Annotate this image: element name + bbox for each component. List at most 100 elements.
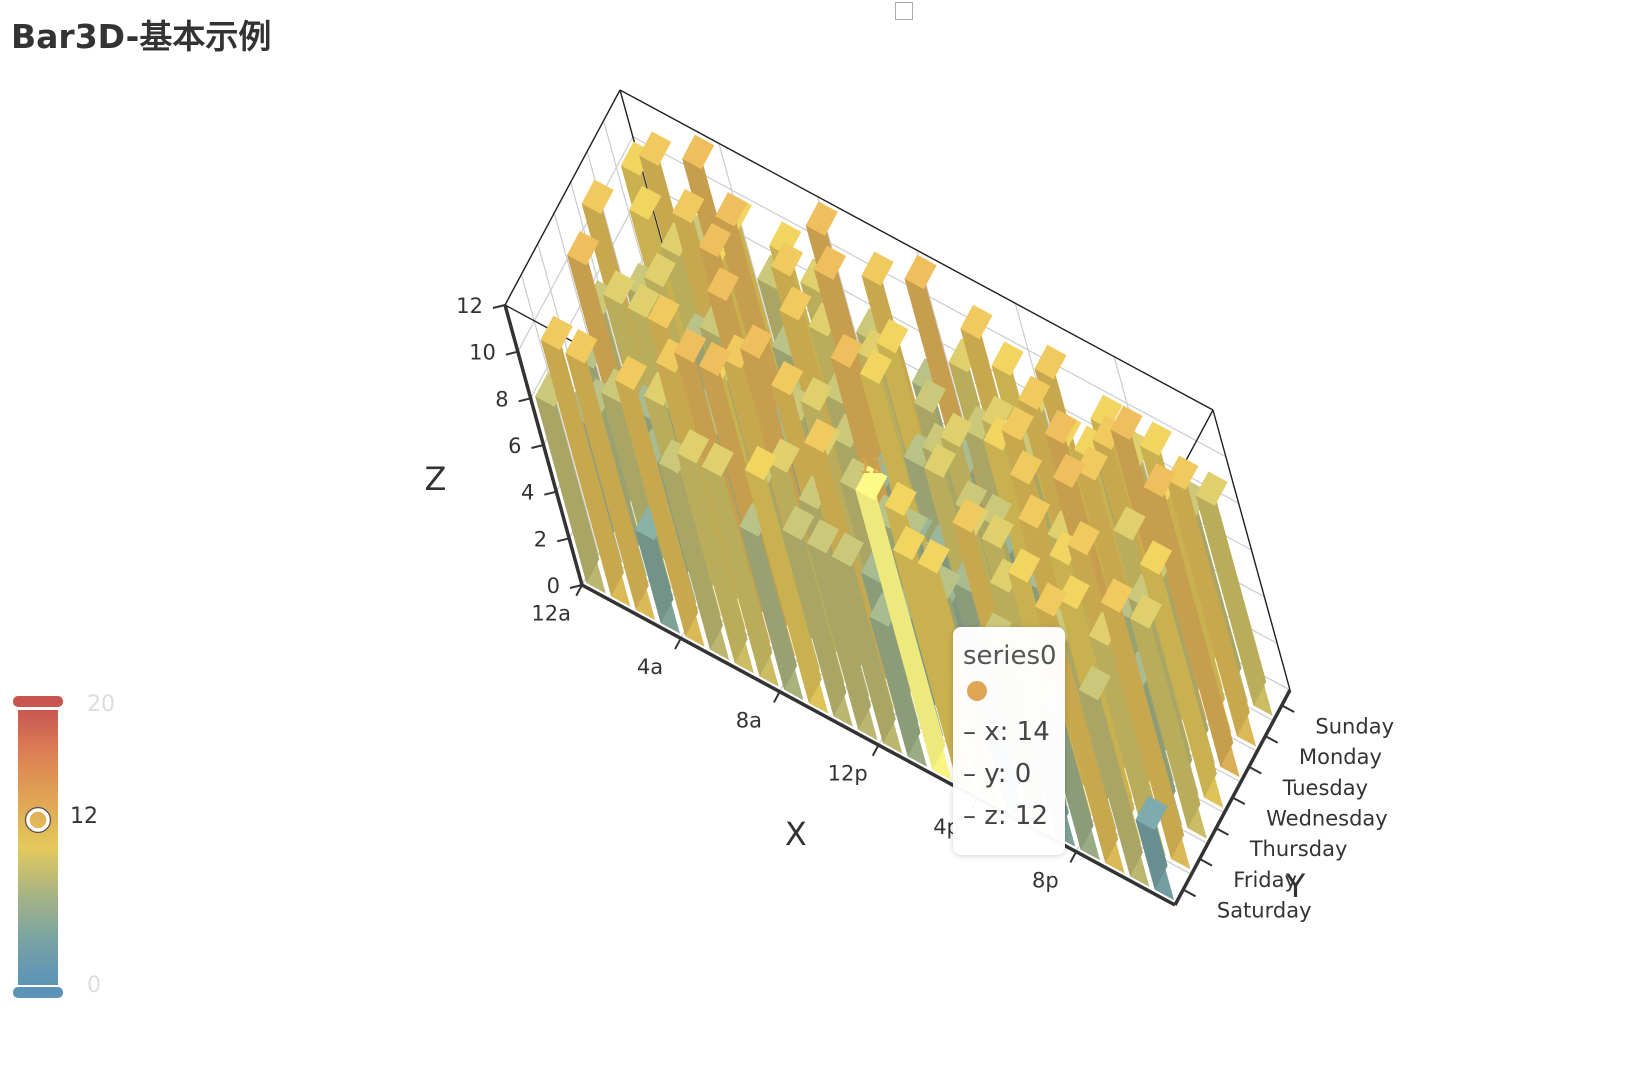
bar[interactable] bbox=[1100, 578, 1191, 870]
bar-face bbox=[565, 329, 649, 610]
bar-face bbox=[876, 318, 909, 354]
bar[interactable] bbox=[744, 445, 829, 714]
y-tick-label: Wednesday bbox=[1266, 807, 1388, 831]
y-tick-label: Sunday bbox=[1315, 714, 1394, 738]
bar-face bbox=[924, 443, 957, 478]
bar-face bbox=[981, 395, 1014, 430]
visual-map-max-label: 20 bbox=[87, 692, 115, 717]
bar-face bbox=[701, 442, 734, 477]
bar[interactable] bbox=[1195, 471, 1273, 716]
bar-face bbox=[779, 286, 812, 321]
bar-face bbox=[639, 131, 672, 166]
frame-edge bbox=[619, 89, 1214, 411]
z-tick bbox=[492, 304, 506, 309]
visual-map-indicator bbox=[26, 808, 50, 832]
x-tick bbox=[575, 584, 583, 597]
bar-face bbox=[1139, 421, 1172, 456]
bar-face bbox=[1057, 575, 1090, 610]
bar-face bbox=[715, 192, 748, 227]
visual-map[interactable] bbox=[13, 696, 63, 998]
bar-face bbox=[1100, 578, 1133, 613]
bar-face bbox=[940, 412, 973, 448]
z-axis-name: Z bbox=[425, 460, 447, 498]
tooltip-color-dot bbox=[967, 681, 987, 701]
grid-line bbox=[632, 136, 1227, 458]
bar[interactable] bbox=[614, 355, 705, 647]
tooltip: series0 – x: 14 – y: 0 – z: 12 bbox=[953, 627, 1065, 855]
bar-face bbox=[952, 498, 985, 533]
bar-face bbox=[744, 445, 822, 704]
bar-face bbox=[1010, 450, 1043, 485]
bar-face bbox=[861, 251, 894, 286]
bar-face bbox=[740, 324, 773, 359]
bar-face bbox=[1067, 521, 1100, 556]
bar-face bbox=[643, 252, 676, 288]
bar[interactable]: 12 bbox=[855, 454, 952, 781]
visual-map-top-handle[interactable] bbox=[13, 696, 63, 707]
bar-face bbox=[1018, 494, 1051, 529]
bar-face bbox=[771, 361, 804, 396]
bar-face bbox=[1044, 409, 1077, 444]
bar[interactable] bbox=[1078, 665, 1150, 887]
bar-face bbox=[981, 514, 1014, 549]
bar-face bbox=[960, 304, 993, 340]
bar[interactable] bbox=[782, 505, 853, 727]
bar-face bbox=[855, 465, 946, 770]
bar[interactable] bbox=[1166, 455, 1257, 747]
bar-face bbox=[1195, 471, 1267, 706]
bar[interactable] bbox=[1143, 462, 1240, 778]
y-tick bbox=[1199, 858, 1213, 867]
z-tick-label: 2 bbox=[534, 527, 547, 551]
z-tick bbox=[531, 444, 544, 449]
bar-face bbox=[614, 355, 647, 391]
bar-face bbox=[701, 442, 773, 677]
bar-face bbox=[1001, 406, 1034, 441]
bar-face bbox=[1129, 594, 1201, 829]
bar[interactable] bbox=[1135, 795, 1175, 901]
y-tick-label: Tuesday bbox=[1282, 776, 1368, 800]
bar-face bbox=[1135, 795, 1168, 831]
bar-face bbox=[698, 341, 731, 377]
bar-face bbox=[535, 372, 600, 584]
bar-face bbox=[771, 242, 804, 277]
z-tick bbox=[544, 490, 557, 496]
bar[interactable] bbox=[701, 442, 779, 687]
bar-face bbox=[1129, 594, 1162, 629]
tooltip-x-value: – x: 14 bbox=[963, 717, 1050, 747]
bar[interactable] bbox=[677, 429, 754, 674]
z-tick bbox=[505, 350, 519, 356]
bar[interactable] bbox=[831, 532, 903, 754]
bar-face bbox=[855, 465, 888, 501]
bar-face bbox=[1090, 394, 1123, 430]
z-tick-label: 12 bbox=[456, 294, 483, 318]
bar-face bbox=[893, 525, 970, 784]
visual-map-bar[interactable] bbox=[18, 710, 58, 985]
bar[interactable] bbox=[807, 519, 878, 741]
z-tick bbox=[569, 584, 583, 589]
z-tick-label: 4 bbox=[521, 481, 534, 505]
y-tick-label: Monday bbox=[1299, 745, 1382, 769]
bar-face bbox=[1034, 582, 1067, 617]
bar-face bbox=[859, 349, 892, 384]
bar-face bbox=[1008, 548, 1041, 583]
bar[interactable] bbox=[1129, 594, 1207, 839]
bar-face bbox=[893, 525, 926, 561]
y-tick-label: Saturday bbox=[1217, 899, 1312, 923]
bar-face bbox=[1075, 446, 1108, 481]
y-tick bbox=[1264, 735, 1279, 744]
bar[interactable] bbox=[565, 329, 656, 621]
bar-face bbox=[769, 221, 802, 256]
bar-face bbox=[672, 188, 705, 224]
z-tick-label: 8 bbox=[495, 387, 508, 411]
bar-face bbox=[800, 377, 833, 412]
bar-face bbox=[913, 378, 946, 414]
visual-map-bottom-handle[interactable] bbox=[13, 987, 63, 998]
bar[interactable] bbox=[540, 315, 631, 607]
bar-face bbox=[677, 429, 710, 464]
toolbox-toggle-button[interactable] bbox=[895, 2, 913, 20]
y-tick-label: Thursday bbox=[1249, 837, 1348, 861]
chart-title: Bar3D-基本示例 bbox=[11, 17, 272, 56]
bar-face bbox=[658, 439, 723, 650]
